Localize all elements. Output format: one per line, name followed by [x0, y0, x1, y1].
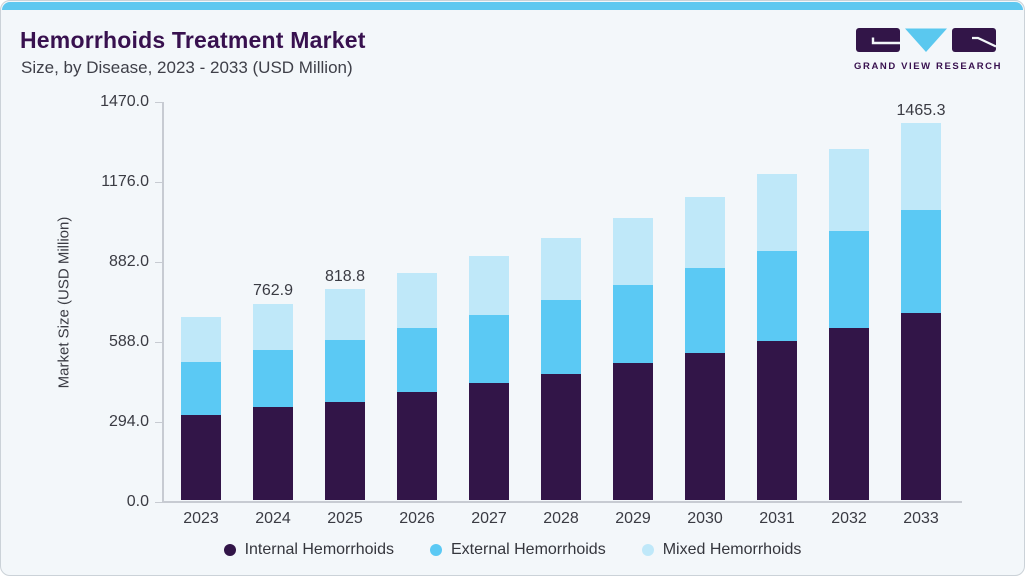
y-tick-mark	[155, 261, 162, 263]
total-label-2025: 818.8	[324, 268, 366, 285]
bar-segment-2026-internal-hemorrhoids	[397, 392, 437, 500]
y-tick-mark	[155, 501, 162, 503]
bar-segment-2023-internal-hemorrhoids	[181, 415, 221, 500]
bar-segment-2027-mixed-hemorrhoids	[469, 256, 509, 316]
bar-segment-2024-mixed-hemorrhoids	[253, 303, 293, 350]
bar-2033	[901, 122, 941, 500]
x-tick-label-2028: 2028	[543, 510, 579, 527]
bar-segment-2028-external-hemorrhoids	[541, 299, 581, 374]
bar-segment-2032-internal-hemorrhoids	[829, 327, 869, 500]
x-tick-label-2033: 2033	[903, 510, 939, 527]
bar-2029	[613, 217, 653, 500]
bar-2026	[397, 273, 437, 500]
y-tick-mark	[155, 341, 162, 343]
bar-segment-2023-external-hemorrhoids	[181, 361, 221, 416]
legend-label: External Hemorrhoids	[450, 541, 606, 558]
y-tick-label-1470.0: 1470.0	[100, 93, 149, 110]
bar-2030	[685, 196, 725, 500]
legend-item-external-hemorrhoids: External Hemorrhoids	[429, 541, 606, 559]
bar-segment-2029-mixed-hemorrhoids	[613, 217, 653, 285]
chart-legend: Internal Hemorrhoids External Hemorrhoids…	[1, 538, 1024, 562]
y-tick-label-1176.0: 1176.0	[101, 173, 149, 190]
bar-2024	[253, 303, 293, 500]
bar-segment-2026-mixed-hemorrhoids	[397, 273, 437, 328]
x-tick-label-2031: 2031	[759, 510, 795, 527]
bar-segment-2030-mixed-hemorrhoids	[685, 196, 725, 269]
bar-segment-2031-internal-hemorrhoids	[757, 340, 797, 500]
bar-segment-2025-internal-hemorrhoids	[325, 401, 365, 500]
bar-2023	[181, 317, 221, 500]
bar-segment-2032-mixed-hemorrhoids	[829, 148, 869, 232]
legend-dot-icon	[223, 544, 236, 556]
bar-2032	[829, 148, 869, 500]
y-axis-line	[162, 102, 164, 502]
y-tick-label-0.0: 0.0	[126, 493, 149, 510]
bar-segment-2026-external-hemorrhoids	[397, 327, 437, 393]
bar-segment-2028-internal-hemorrhoids	[541, 374, 581, 500]
total-label-2033: 1465.3	[896, 102, 946, 119]
bar-segment-2029-external-hemorrhoids	[613, 284, 653, 364]
y-tick-mark	[155, 181, 162, 183]
x-axis-line	[162, 501, 962, 503]
y-tick-label-882.0: 882.0	[108, 253, 149, 270]
x-tick-label-2023: 2023	[183, 510, 219, 527]
top-accent-bar	[2, 2, 1023, 10]
grand-view-research-logo: GRAND VIEW RESEARCH	[854, 28, 1003, 72]
bar-segment-2027-external-hemorrhoids	[469, 315, 509, 384]
y-tick-mark	[155, 101, 162, 103]
x-tick-label-2027: 2027	[471, 510, 507, 527]
legend-item-internal-hemorrhoids: Internal Hemorrhoids	[223, 541, 394, 559]
bar-segment-2031-mixed-hemorrhoids	[757, 173, 797, 252]
y-tick-label-294.0: 294.0	[108, 413, 149, 430]
y-tick-mark	[155, 421, 162, 423]
y-axis-title: Market Size (USD Million)	[55, 216, 73, 389]
bar-segment-2025-mixed-hemorrhoids	[325, 289, 365, 341]
bar-2025	[325, 289, 365, 500]
logo-mark-icon	[856, 28, 997, 52]
page-title: Hemorrhoids Treatment Market	[20, 27, 366, 53]
bar-segment-2030-internal-hemorrhoids	[685, 353, 725, 500]
x-tick-label-2024: 2024	[255, 510, 291, 527]
bar-segment-2031-external-hemorrhoids	[757, 251, 797, 341]
x-tick-label-2032: 2032	[831, 510, 867, 527]
legend-label: Internal Hemorrhoids	[244, 541, 394, 558]
total-label-2024: 762.9	[252, 282, 294, 299]
bar-segment-2029-internal-hemorrhoids	[613, 363, 653, 500]
legend-label: Mixed Hemorrhoids	[662, 541, 802, 558]
bar-segment-2033-external-hemorrhoids	[901, 209, 941, 314]
x-tick-label-2025: 2025	[327, 510, 363, 527]
bar-2031	[757, 173, 797, 500]
legend-item-mixed-hemorrhoids: Mixed Hemorrhoids	[641, 541, 802, 559]
bar-segment-2033-internal-hemorrhoids	[901, 313, 941, 500]
logo-text: GRAND VIEW RESEARCH	[854, 61, 1003, 72]
bar-segment-2032-external-hemorrhoids	[829, 231, 869, 328]
bar-segment-2033-mixed-hemorrhoids	[901, 122, 941, 210]
bar-2027	[469, 256, 509, 500]
bar-2028	[541, 237, 581, 500]
bar-segment-2025-external-hemorrhoids	[325, 340, 365, 402]
y-tick-label-588.0: 588.0	[108, 333, 149, 350]
x-tick-label-2030: 2030	[687, 510, 723, 527]
x-tick-label-2029: 2029	[615, 510, 651, 527]
bar-segment-2024-internal-hemorrhoids	[253, 407, 293, 500]
legend-dot-icon	[641, 544, 654, 556]
page-subtitle: Size, by Disease, 2023 - 2033 (USD Milli…	[21, 58, 353, 77]
bar-segment-2028-mixed-hemorrhoids	[541, 237, 581, 300]
bar-segment-2023-mixed-hemorrhoids	[181, 317, 221, 362]
x-tick-label-2026: 2026	[399, 510, 435, 527]
legend-dot-icon	[429, 544, 442, 556]
bar-segment-2024-external-hemorrhoids	[253, 349, 293, 408]
bar-segment-2030-external-hemorrhoids	[685, 268, 725, 353]
bar-segment-2027-internal-hemorrhoids	[469, 383, 509, 500]
